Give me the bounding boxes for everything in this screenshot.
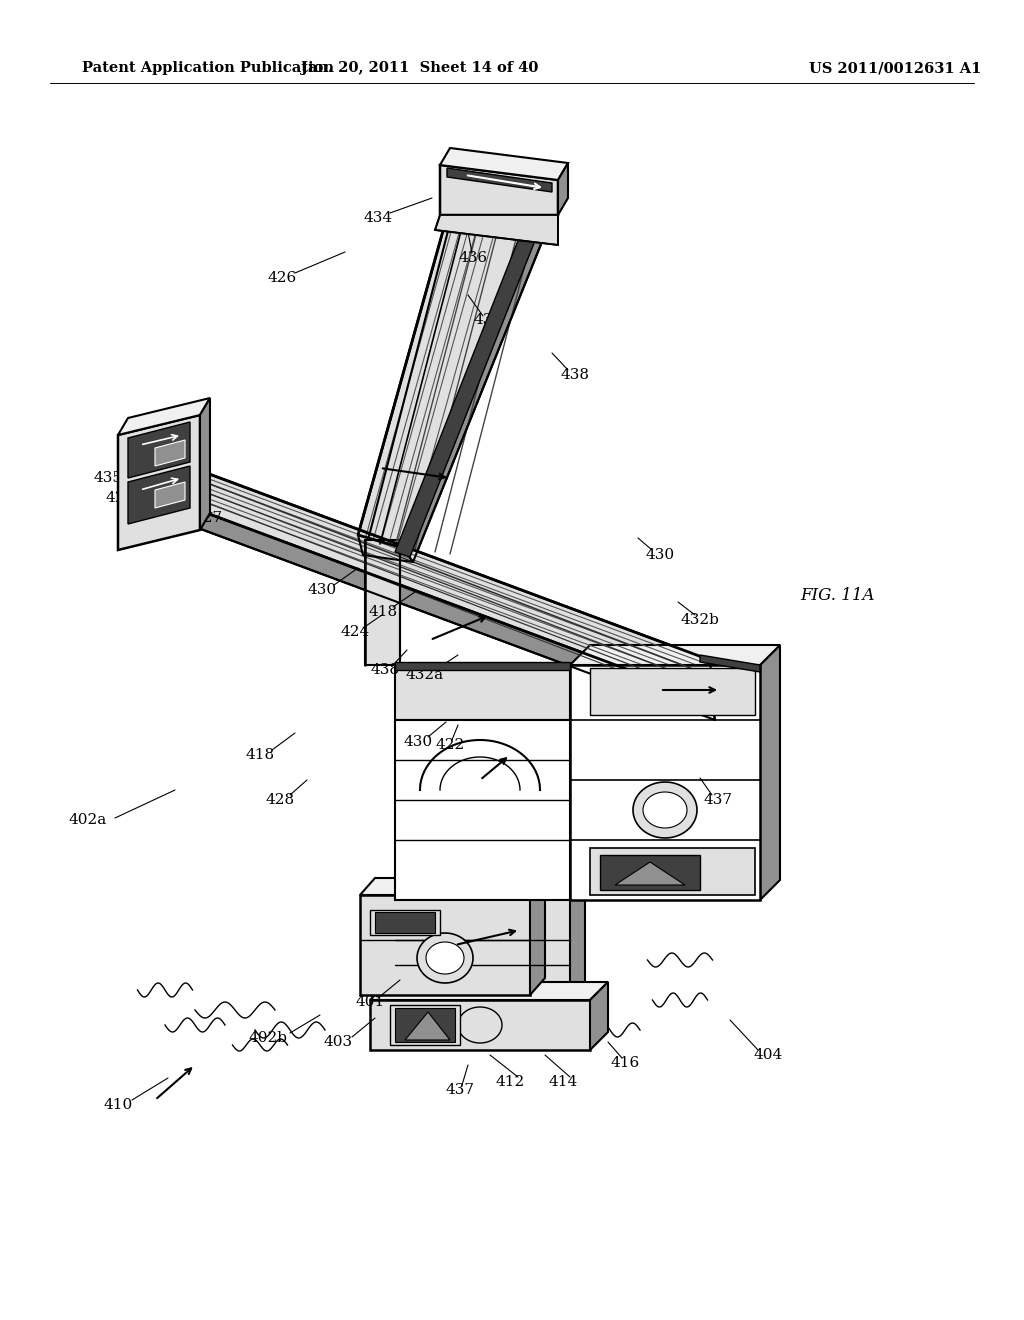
Polygon shape [370,982,608,1001]
Polygon shape [370,1001,590,1049]
Text: FIG. 11A: FIG. 11A [800,586,874,603]
Polygon shape [365,540,400,665]
Polygon shape [440,165,558,215]
Polygon shape [590,668,755,715]
Polygon shape [358,170,548,548]
Text: 412: 412 [496,1074,524,1089]
Text: 427: 427 [194,511,222,525]
Polygon shape [760,645,780,900]
Text: 410: 410 [103,1098,133,1111]
Polygon shape [118,414,200,550]
Polygon shape [440,148,568,180]
Polygon shape [570,665,760,900]
Polygon shape [395,878,585,895]
Polygon shape [395,719,570,900]
Text: 422: 422 [435,738,465,752]
Text: 432b: 432b [681,612,720,627]
Text: 418: 418 [246,748,274,762]
Text: 435: 435 [93,471,123,484]
Polygon shape [447,168,552,191]
Polygon shape [155,440,185,466]
Text: 416: 416 [610,1056,640,1071]
Text: 424: 424 [340,624,370,639]
Polygon shape [395,185,555,557]
Polygon shape [417,933,473,983]
Polygon shape [700,655,760,672]
Polygon shape [158,495,715,719]
Text: 405: 405 [650,681,680,696]
Text: 426: 426 [105,491,134,506]
Text: 402b: 402b [249,1031,288,1045]
Polygon shape [158,455,710,700]
Polygon shape [118,399,210,436]
Polygon shape [403,187,558,562]
Text: 438: 438 [371,663,399,677]
Polygon shape [530,878,545,995]
Text: Patent Application Publication: Patent Application Publication [82,61,334,75]
Polygon shape [435,215,558,246]
Polygon shape [358,535,408,568]
Polygon shape [426,942,464,974]
Text: 418: 418 [369,605,397,619]
Polygon shape [360,878,545,895]
Polygon shape [406,1012,450,1040]
Polygon shape [128,422,190,478]
Text: 430: 430 [473,313,503,327]
Polygon shape [558,162,568,215]
Polygon shape [395,1008,455,1041]
Text: 432a: 432a [406,668,444,682]
Polygon shape [360,895,530,995]
Polygon shape [390,1005,460,1045]
Text: Jan. 20, 2011  Sheet 14 of 40: Jan. 20, 2011 Sheet 14 of 40 [301,61,539,75]
Polygon shape [600,855,700,890]
Polygon shape [590,982,608,1049]
Text: 404: 404 [754,1048,782,1063]
Polygon shape [370,909,440,935]
Text: 402a: 402a [69,813,108,828]
Polygon shape [400,665,760,719]
Text: 438: 438 [560,368,590,381]
Polygon shape [570,645,780,665]
Text: 403: 403 [324,1035,352,1049]
Text: US 2011/0012631 A1: US 2011/0012631 A1 [809,61,981,75]
Text: 437: 437 [445,1082,474,1097]
Text: 401: 401 [355,995,385,1008]
Text: 434: 434 [364,211,392,224]
Polygon shape [458,1007,502,1043]
Polygon shape [570,878,585,1001]
Polygon shape [200,399,210,531]
Text: 430: 430 [645,548,675,562]
Text: 414: 414 [549,1074,578,1089]
Polygon shape [643,792,687,828]
Text: 436: 436 [459,251,487,265]
Polygon shape [155,482,185,508]
Polygon shape [633,781,697,838]
Polygon shape [395,895,570,1001]
Polygon shape [395,665,570,719]
Polygon shape [590,847,755,895]
Text: 435: 435 [653,704,683,717]
Polygon shape [615,862,685,884]
Text: 428: 428 [265,793,295,807]
Text: 437: 437 [703,793,732,807]
Text: 430: 430 [307,583,337,597]
Text: 426: 426 [267,271,297,285]
Polygon shape [375,912,435,933]
Polygon shape [395,663,570,671]
Polygon shape [128,466,190,524]
Text: 430: 430 [403,735,432,748]
